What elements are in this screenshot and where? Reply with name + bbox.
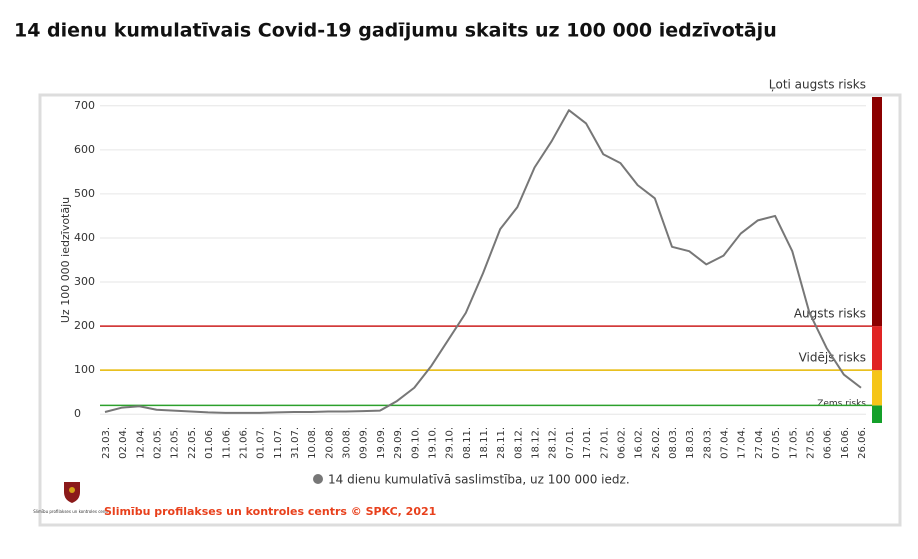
x-tick-label: 19.09. — [376, 427, 387, 459]
risk-label: Zems risks — [817, 399, 866, 409]
y-tick-label: 0 — [74, 407, 81, 420]
y-tick-label: 700 — [74, 99, 95, 112]
legend-marker — [313, 474, 323, 484]
risk-label: Augsts risks — [794, 307, 866, 321]
logo-emblem — [69, 487, 75, 493]
x-tick-label: 28.12. — [548, 427, 559, 459]
x-tick-label: 09.09. — [359, 427, 370, 459]
x-tick-label: 17.05. — [788, 427, 799, 459]
x-tick-label: 22.05. — [187, 427, 198, 459]
x-tick-label: 06.02. — [616, 427, 627, 459]
x-tick-label: 17.01. — [582, 427, 593, 459]
x-tick-label: 06.06. — [823, 427, 834, 459]
x-tick-label: 26.02. — [651, 427, 662, 459]
x-tick-label: 08.12. — [513, 427, 524, 459]
x-tick-label: 12.04. — [135, 427, 146, 459]
x-tick-label: 19.10. — [427, 427, 438, 459]
chart-title: 14 dienu kumulatīvais Covid-19 gadījumu … — [14, 20, 777, 42]
x-tick-label: 01.06. — [204, 427, 215, 459]
y-tick-label: 100 — [74, 363, 95, 376]
x-tick-label: 27.05. — [805, 427, 816, 459]
risk-band — [872, 370, 882, 406]
x-tick-label: 27.04. — [754, 427, 765, 459]
y-tick-label: 300 — [74, 275, 95, 288]
x-tick-label: 07.04. — [720, 427, 731, 459]
x-tick-label: 07.05. — [771, 427, 782, 459]
x-tick-label: 02.04. — [118, 427, 129, 459]
chart-card — [38, 93, 902, 527]
x-tick-label: 16.06. — [840, 427, 851, 459]
x-tick-label: 18.03. — [685, 427, 696, 459]
y-tick-label: 500 — [74, 187, 95, 200]
x-tick-label: 26.06. — [857, 427, 868, 459]
x-tick-label: 23.03. — [101, 427, 112, 459]
risk-label: Ļoti augsts risks — [769, 78, 866, 92]
x-tick-label: 28.11. — [496, 427, 507, 459]
x-tick-label: 20.08. — [324, 427, 335, 459]
x-tick-label: 16.02. — [634, 427, 645, 459]
y-axis-label: Uz 100 000 iedzīvotāju — [59, 197, 72, 323]
x-tick-label: 21.06. — [238, 427, 249, 459]
y-tick-label: 600 — [74, 143, 95, 156]
data-line — [104, 109, 862, 414]
y-tick-label: 400 — [74, 231, 95, 244]
x-tick-label: 18.11. — [479, 427, 490, 459]
x-tick-label: 07.01. — [565, 427, 576, 459]
x-tick-label: 12.05. — [170, 427, 181, 459]
risk-band — [872, 97, 882, 327]
x-tick-label: 29.10. — [445, 427, 456, 459]
x-tick-label: 08.11. — [462, 427, 473, 459]
x-tick-label: 08.03. — [668, 427, 679, 459]
x-tick-label: 29.09. — [393, 427, 404, 459]
x-tick-label: 10.08. — [307, 427, 318, 459]
y-tick-label: 200 — [74, 319, 95, 332]
logo — [64, 482, 80, 503]
x-tick-label: 01.07. — [256, 427, 267, 459]
legend-label: 14 dienu kumulatīvā saslimstība, uz 100 … — [328, 473, 630, 487]
x-tick-label: 02.05. — [153, 427, 164, 459]
x-tick-label: 11.07. — [273, 427, 284, 459]
risk-band — [872, 326, 882, 371]
x-tick-label: 30.08. — [342, 427, 353, 459]
x-tick-label: 17.04. — [737, 427, 748, 459]
x-tick-label: 09.10. — [410, 427, 421, 459]
x-tick-label: 31.07. — [290, 427, 301, 459]
x-tick-label: 18.12. — [531, 427, 542, 459]
logo-text: Slimību profilakses un kontroles centrs — [33, 509, 110, 514]
x-tick-label: 27.01. — [599, 427, 610, 459]
x-tick-label: 11.06. — [221, 427, 232, 459]
x-tick-label: 28.03. — [702, 427, 713, 459]
risk-band — [872, 405, 882, 423]
source: Slimību profilakses un kontroles centrs … — [104, 505, 436, 518]
